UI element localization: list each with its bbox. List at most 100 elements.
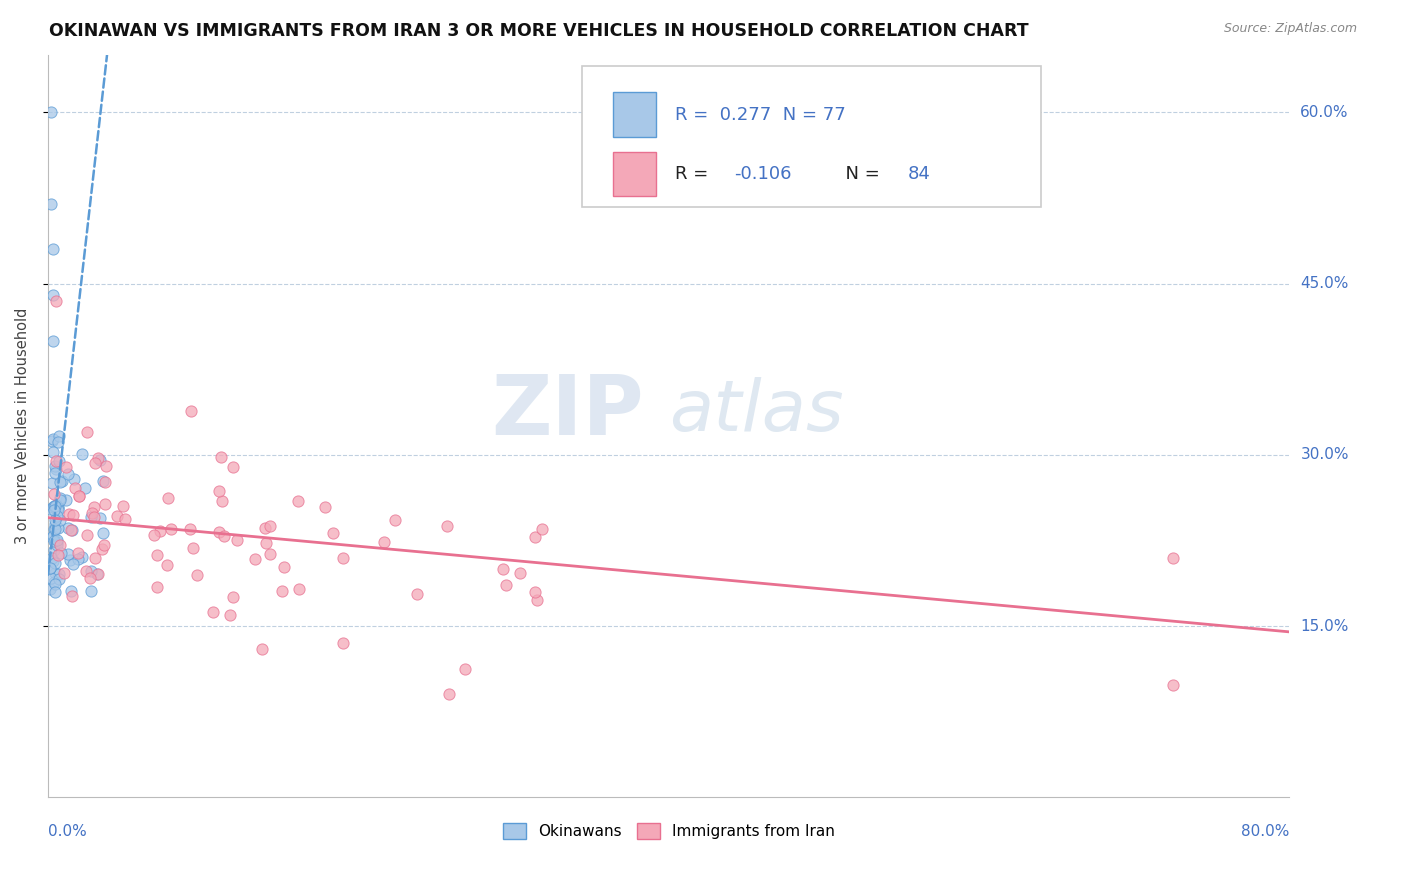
Point <box>322 525 344 540</box>
Point <box>44 576 66 591</box>
Point <box>91 474 114 488</box>
Point <box>59 553 82 567</box>
Point <box>39 561 62 575</box>
Point <box>254 521 277 535</box>
Point <box>46 500 69 515</box>
Point <box>45 462 67 476</box>
Point <box>80 506 103 520</box>
Point <box>44 467 66 481</box>
Point <box>48 566 70 581</box>
Point <box>492 562 515 576</box>
Point <box>245 552 267 566</box>
Point <box>179 523 201 537</box>
Point <box>45 508 67 523</box>
Point <box>259 548 281 562</box>
Point <box>509 566 531 580</box>
Point <box>62 557 84 571</box>
Point <box>79 570 101 584</box>
Point <box>63 481 86 495</box>
Point <box>259 519 281 533</box>
Point <box>44 566 66 581</box>
Point <box>89 452 111 467</box>
Point <box>45 454 67 468</box>
Point <box>44 584 66 599</box>
Text: ZIP: ZIP <box>491 371 644 452</box>
Point <box>41 476 63 491</box>
Point <box>523 530 546 544</box>
Point <box>46 500 69 514</box>
Point <box>75 564 97 578</box>
Point <box>39 571 62 585</box>
Point <box>41 242 63 256</box>
Point <box>495 578 517 592</box>
Point <box>83 550 105 565</box>
Point <box>46 503 69 517</box>
Point <box>41 334 63 348</box>
Point <box>145 580 167 594</box>
Point <box>211 494 233 508</box>
Point <box>93 537 115 551</box>
Point <box>332 636 354 650</box>
Text: R =: R = <box>675 165 714 183</box>
Point <box>72 550 94 565</box>
Point <box>44 574 66 589</box>
Point <box>39 196 62 211</box>
Text: 45.0%: 45.0% <box>1301 276 1348 291</box>
Point <box>83 456 105 470</box>
Point <box>49 475 72 489</box>
Point <box>1161 550 1184 565</box>
Point <box>531 522 554 536</box>
Point <box>44 499 66 513</box>
Point <box>160 522 183 536</box>
Point <box>384 513 406 527</box>
Point <box>271 584 294 599</box>
Point <box>1161 678 1184 692</box>
FancyBboxPatch shape <box>613 152 657 196</box>
Point <box>76 527 98 541</box>
Point <box>49 493 72 508</box>
Point <box>314 500 336 514</box>
Point <box>67 551 90 566</box>
Point <box>287 494 309 508</box>
Point <box>52 566 75 580</box>
Text: -0.106: -0.106 <box>734 165 792 183</box>
Point <box>49 513 72 527</box>
Point <box>156 558 179 573</box>
Point <box>436 519 458 533</box>
Point <box>219 607 242 622</box>
Point <box>51 546 73 560</box>
Point <box>41 530 63 544</box>
Point <box>44 516 66 531</box>
Point <box>252 641 274 656</box>
Point <box>62 472 84 486</box>
Point <box>67 489 90 503</box>
Text: OKINAWAN VS IMMIGRANTS FROM IRAN 3 OR MORE VEHICLES IN HOUSEHOLD CORRELATION CHA: OKINAWAN VS IMMIGRANTS FROM IRAN 3 OR MO… <box>49 22 1029 40</box>
Point <box>112 499 135 513</box>
Point <box>44 513 66 527</box>
Point <box>79 565 101 579</box>
Point <box>221 590 243 604</box>
Point <box>44 556 66 570</box>
Point <box>39 561 62 575</box>
Point <box>72 447 94 461</box>
Point <box>48 572 70 586</box>
Point <box>406 587 429 601</box>
Legend: Okinawans, Immigrants from Iran: Okinawans, Immigrants from Iran <box>496 817 841 846</box>
Point <box>80 584 103 599</box>
Point <box>107 508 129 523</box>
Point <box>38 582 60 597</box>
Point <box>42 503 65 517</box>
Point <box>156 491 179 505</box>
Point <box>45 293 67 308</box>
Text: N =: N = <box>834 165 886 183</box>
Point <box>437 687 460 701</box>
Point <box>91 526 114 541</box>
Point <box>142 528 165 542</box>
Point <box>66 546 89 560</box>
Point <box>87 566 110 581</box>
Point <box>186 568 208 582</box>
Point <box>44 522 66 536</box>
Point <box>89 511 111 525</box>
Point <box>39 105 62 120</box>
Point <box>58 547 80 561</box>
